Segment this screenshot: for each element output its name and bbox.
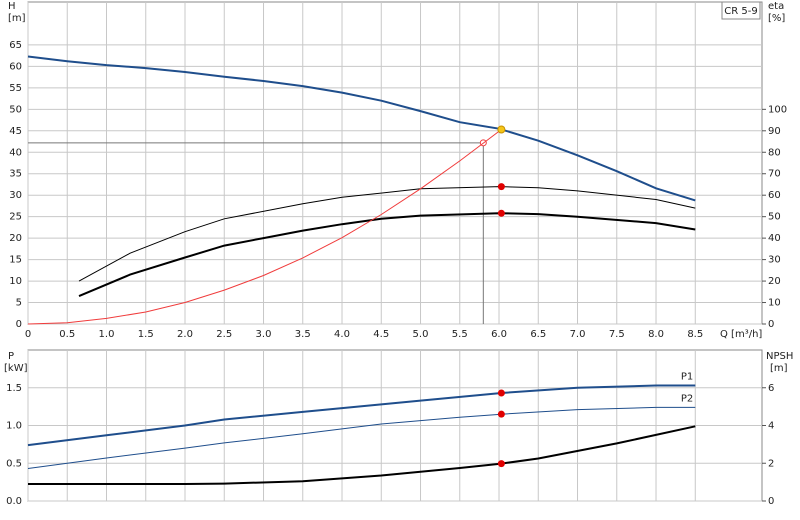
y2-tick-label: 90: [768, 126, 781, 137]
y-tick-label: 15: [9, 255, 22, 266]
y2-tick-label: 40: [768, 233, 781, 244]
y-tick-label: 5: [16, 298, 22, 309]
y-tick-label: 30: [9, 190, 22, 201]
y2-tick-label: 0: [768, 319, 774, 330]
y-tick-label: 20: [9, 233, 22, 244]
y-unit: [m]: [8, 13, 26, 24]
x-tick-label: 1.0: [99, 329, 115, 340]
y-tick-label: 60: [9, 61, 22, 72]
y2-tick-label: 20: [768, 276, 781, 287]
y-tick-label: 1.5: [6, 383, 22, 394]
y-label: P: [8, 351, 14, 362]
x-tick-label: 2.0: [177, 329, 193, 340]
y2-tick-label: 30: [768, 255, 781, 266]
x-tick-label: 7.5: [609, 329, 625, 340]
label-box-text: CR 5-9: [724, 6, 757, 17]
top-frame: [27, 1, 763, 325]
legend-label: P1: [681, 371, 693, 382]
legend-label: P2: [681, 393, 693, 404]
curve: [78, 212, 696, 298]
y-tick-label: 0: [16, 319, 22, 330]
y2-tick-label: 60: [768, 190, 781, 201]
y2-tick-label: 50: [768, 212, 781, 223]
curve: [27, 55, 696, 202]
y-tick-label: 50: [9, 104, 22, 115]
x-tick-label: 4.0: [334, 329, 350, 340]
y2-tick-label: 2: [768, 458, 774, 469]
x-tick-label: 4.5: [373, 329, 389, 340]
x-tick-label: 3.5: [295, 329, 311, 340]
y2-tick-label: 80: [768, 147, 781, 158]
y-tick-label: 35: [9, 169, 22, 180]
marker: [497, 125, 506, 134]
y2-tick-label: 0: [768, 496, 774, 507]
x-label: Q [m³/h]: [720, 329, 762, 340]
y-tick-label: 10: [9, 276, 22, 287]
y-tick-label: 0.5: [6, 458, 22, 469]
curve: [27, 406, 696, 469]
x-tick-label: 0.5: [59, 329, 75, 340]
x-tick-label: 0: [25, 329, 31, 340]
x-tick-label: 6.0: [491, 329, 507, 340]
y2-label: NPSH: [766, 351, 793, 362]
curve: [27, 384, 696, 447]
x-tick-label: 5.5: [452, 329, 468, 340]
x-tick-label: 7.0: [570, 329, 586, 340]
x-tick-label: 5.0: [413, 329, 429, 340]
curve: [28, 425, 696, 485]
x-tick-label: 2.5: [216, 329, 232, 340]
y2-tick-label: 4: [768, 421, 774, 432]
curve: [78, 186, 696, 282]
y2-label: eta: [768, 1, 784, 12]
y-tick-label: 45: [9, 126, 22, 137]
label-box: [721, 1, 761, 20]
x-tick-label: 8.5: [687, 329, 703, 340]
marker: [497, 410, 505, 418]
x-tick-label: 8.0: [648, 329, 664, 340]
y-tick-label: 0.0: [6, 496, 22, 507]
marker: [497, 183, 505, 191]
y-tick-label: 1.0: [6, 421, 22, 432]
y2-unit: [%]: [768, 13, 785, 24]
y-unit: [kW]: [4, 363, 28, 374]
y-tick-label: 55: [9, 83, 22, 94]
x-tick-label: 3.0: [256, 329, 272, 340]
y2-unit: [m]: [770, 363, 788, 374]
y-tick-label: 25: [9, 212, 22, 223]
y-tick-label: 65: [9, 40, 22, 51]
y2-tick-label: 70: [768, 169, 781, 180]
curve: [27, 129, 502, 325]
marker: [497, 460, 505, 468]
y2-tick-label: 6: [768, 383, 774, 394]
marker: [497, 209, 505, 217]
y2-tick-label: 100: [768, 104, 787, 115]
x-tick-label: 6.5: [530, 329, 546, 340]
x-tick-label: 1.5: [138, 329, 154, 340]
y-tick-label: 40: [9, 147, 22, 158]
y2-tick-label: 10: [768, 298, 781, 309]
y-label: H: [8, 1, 16, 12]
marker: [497, 389, 505, 397]
